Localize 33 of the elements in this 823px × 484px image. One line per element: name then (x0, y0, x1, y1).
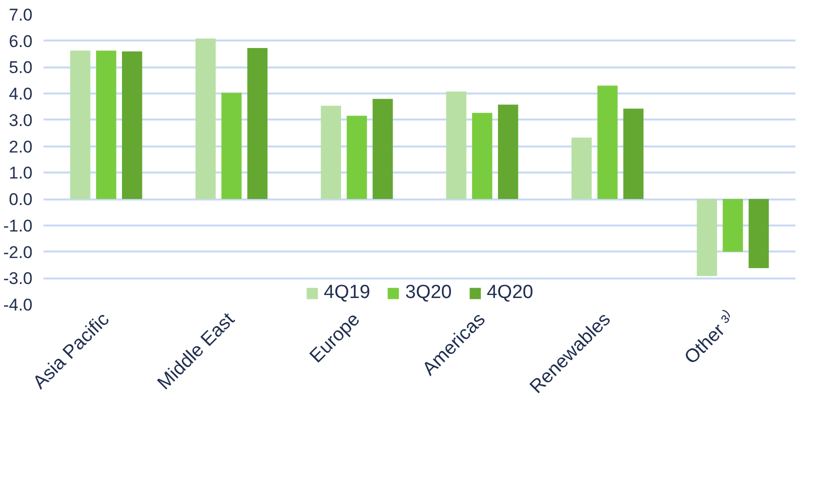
bar (96, 50, 116, 200)
bar (247, 48, 268, 200)
bar (498, 104, 518, 200)
y-tick-label: -1.0 (3, 216, 33, 236)
bar (696, 199, 718, 276)
bar (195, 38, 216, 200)
y-tick-label: -3.0 (3, 269, 33, 288)
bar (597, 86, 618, 200)
legend-label: 4Q20 (486, 282, 534, 304)
y-tick-label: 2.0 (8, 137, 33, 156)
bar (372, 98, 393, 200)
y-tick-label: 7.0 (8, 6, 33, 24)
bar (70, 50, 90, 200)
y-tick-label: 0.0 (8, 190, 33, 210)
bar (320, 106, 342, 200)
legend-label: 4Q19 (324, 282, 370, 304)
y-tick-label: 6.0 (8, 32, 33, 51)
bar (122, 51, 142, 200)
y-tick-label: -2.0 (3, 242, 33, 262)
bar (748, 199, 769, 268)
bar (346, 116, 367, 200)
y-tick-label: 3.0 (8, 110, 33, 130)
y-tick-label: -4.0 (3, 296, 33, 314)
bar (722, 199, 743, 252)
bar (623, 108, 644, 200)
y-tick-label: 1.0 (8, 164, 33, 183)
bar (472, 112, 492, 200)
y-tick-label: 5.0 (8, 58, 33, 78)
bar (571, 138, 592, 200)
y-tick-label: 4.0 (8, 84, 33, 104)
bar (446, 91, 466, 200)
legend-label: 3Q20 (405, 282, 452, 304)
bar (221, 92, 242, 200)
